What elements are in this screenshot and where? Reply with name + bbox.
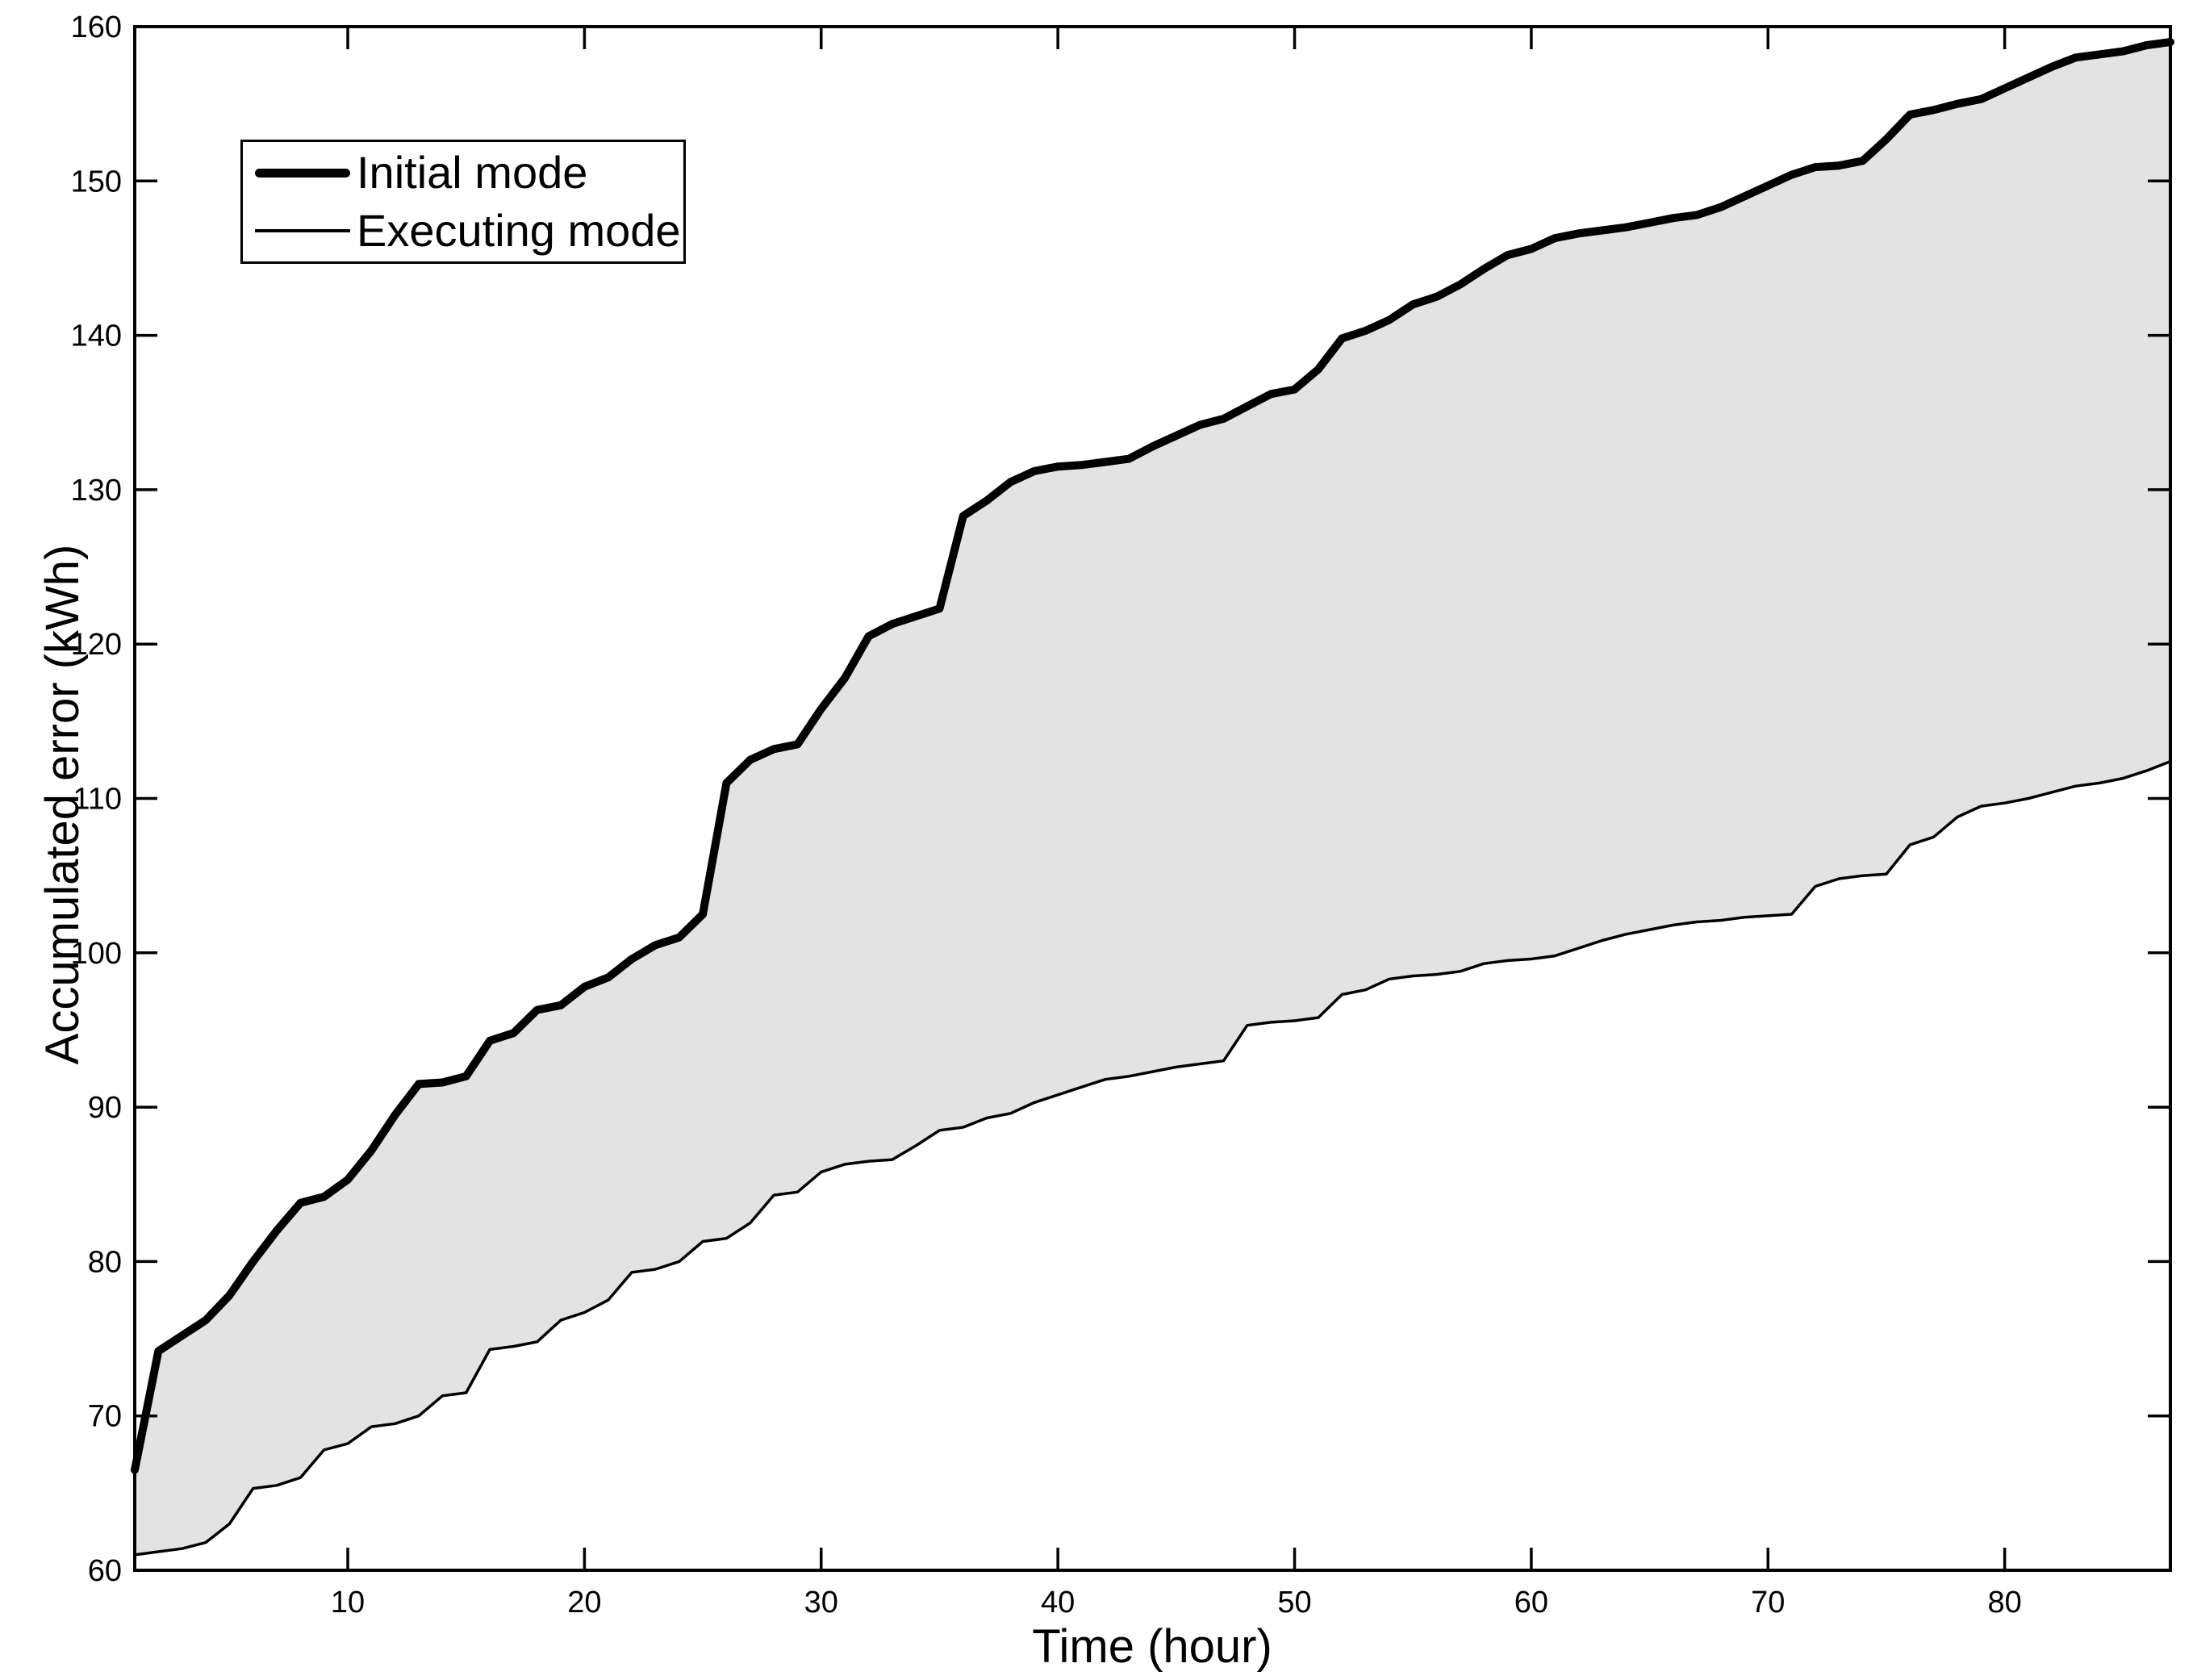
- x-tick-label: 30: [804, 1586, 838, 1619]
- x-tick-label: 50: [1277, 1586, 1311, 1619]
- legend-item-initial-mode: Initial mode: [243, 146, 683, 199]
- executing-mode-line: [133, 759, 2172, 1557]
- y-axis-label: Accumulated error (kWh): [36, 544, 89, 1065]
- x-tick-label: 20: [567, 1586, 601, 1619]
- x-tick-label: 60: [1514, 1586, 1548, 1619]
- legend: Initial mode Executing mode: [240, 140, 686, 264]
- initial-mode-line: [131, 38, 2174, 1474]
- y-tick-label: 160: [71, 10, 122, 44]
- y-tick-label: 90: [88, 1091, 122, 1125]
- y-tick-label: 140: [71, 320, 122, 353]
- x-tick-label: 10: [331, 1586, 365, 1619]
- y-tick-label: 100: [71, 937, 122, 971]
- legend-label: Initial mode: [357, 147, 588, 199]
- y-tick-label: 130: [71, 474, 122, 508]
- legend-item-executing-mode: Executing mode: [243, 204, 683, 257]
- y-tick-label: 60: [88, 1554, 122, 1588]
- y-tick-label: 120: [71, 628, 122, 662]
- legend-label: Executing mode: [357, 204, 681, 256]
- x-tick-label: 40: [1041, 1586, 1075, 1619]
- thick-line-swatch-icon: [255, 168, 350, 178]
- x-axis-label: Time (hour): [1032, 1620, 1272, 1673]
- y-tick-label: 70: [88, 1400, 122, 1434]
- thin-line-swatch-icon: [255, 228, 350, 232]
- x-tick-label: 70: [1751, 1586, 1785, 1619]
- y-tick-label: 110: [73, 783, 122, 817]
- y-tick-label: 150: [71, 165, 122, 199]
- x-tick-label: 80: [1987, 1586, 2021, 1619]
- y-tick-label: 80: [88, 1245, 122, 1279]
- band-fill: [135, 42, 2170, 1555]
